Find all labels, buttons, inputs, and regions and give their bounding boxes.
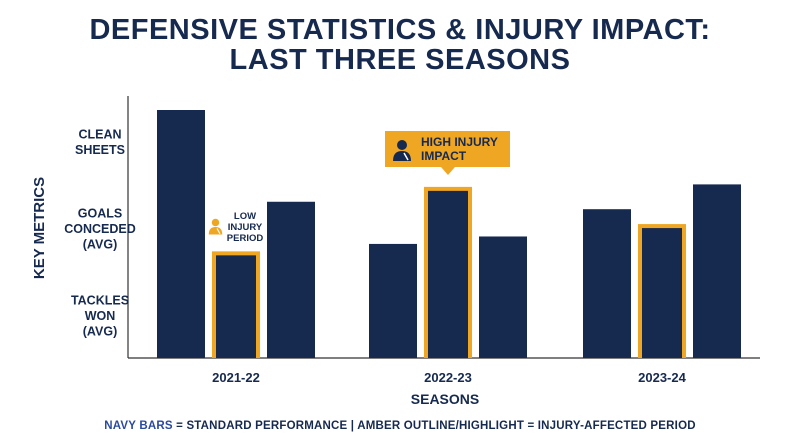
injury-bar <box>428 190 468 358</box>
y-category-label: GOALS CONCEDED (AVG) <box>64 207 136 252</box>
bar <box>479 236 527 358</box>
legend-separator: | <box>347 420 358 432</box>
x-tick-label: 2022-23 <box>424 370 472 385</box>
annotation-low-injury: LOW INJURY PERIOD <box>227 211 264 244</box>
x-tick-label: 2023-24 <box>638 370 686 385</box>
bar <box>369 243 417 358</box>
y-axis-title: KEY METRICS <box>31 177 48 279</box>
injury-person-icon <box>393 140 411 161</box>
injury-person-icon <box>208 218 223 235</box>
legend-amber-key: AMBER OUTLINE/HIGHLIGHT <box>357 420 525 432</box>
bar <box>157 110 205 358</box>
chart-title-line-1: DEFENSIVE STATISTICS & INJURY IMPACT: <box>89 14 711 46</box>
legend-footer: NAVY BARS = STANDARD PERFORMANCE | AMBER… <box>0 420 800 432</box>
x-axis-title: SEASONS <box>411 391 479 407</box>
bar <box>267 201 315 358</box>
legend-navy-text: = STANDARD PERFORMANCE <box>172 420 348 432</box>
y-category-label: CLEAN SHEETS <box>75 127 125 157</box>
bar <box>693 184 741 358</box>
injury-bar <box>216 255 256 358</box>
y-category-label: TACKLES WON (AVG) <box>71 294 129 339</box>
legend-navy-key: NAVY BARS <box>104 420 173 432</box>
callout-pointer <box>441 167 455 175</box>
x-tick-label: 2021-22 <box>212 370 260 385</box>
annotation-high-injury: HIGH INJURY IMPACT <box>421 135 498 163</box>
legend-amber-text: = INJURY-AFFECTED PERIOD <box>524 420 696 432</box>
bar <box>583 209 631 358</box>
injury-bar <box>642 228 682 358</box>
chart-title-line-2: LAST THREE SEASONS <box>229 44 571 76</box>
